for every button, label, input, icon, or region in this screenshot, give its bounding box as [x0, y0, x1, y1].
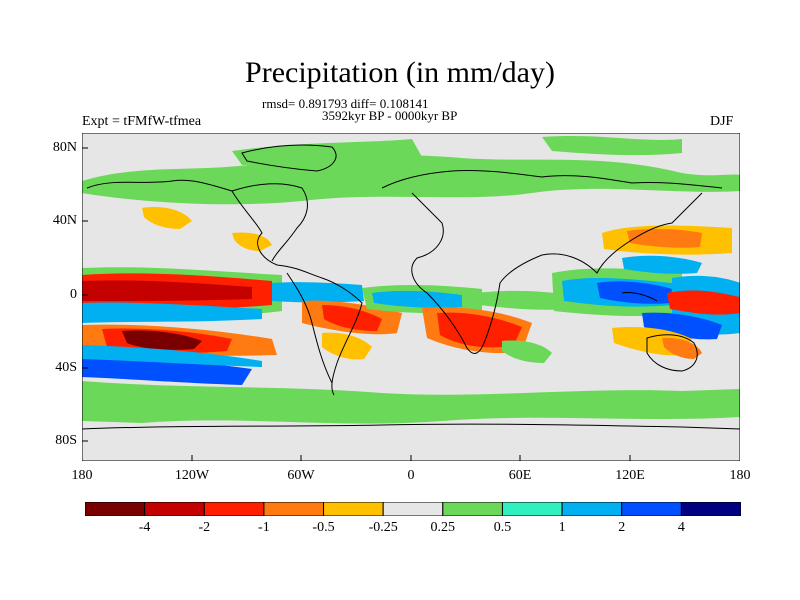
lon-label-180w: 180 — [71, 468, 93, 483]
colorbar-swatch — [382, 502, 444, 516]
map-title: Precipitation (in mm/day) — [245, 56, 555, 89]
coastlines — [82, 144, 740, 430]
lat-label-0: 0 — [70, 287, 77, 302]
colorbar-label: -0.5 — [312, 520, 335, 535]
colorbar-label: -0.25 — [368, 520, 398, 535]
colorbar-swatch — [561, 502, 623, 516]
colorbar-swatch — [442, 502, 503, 516]
colorbar-swatch — [621, 502, 682, 516]
precip-field — [82, 136, 740, 424]
lon-label-0: 0 — [407, 468, 415, 483]
colorbar-label: -2 — [198, 520, 211, 535]
colorbar — [85, 502, 741, 516]
colorbar-swatch — [323, 502, 384, 516]
experiment-label: Expt = tFMfW-tfmea — [82, 114, 202, 129]
lon-label-180e: 180 — [729, 468, 751, 483]
colorbar-swatch — [263, 502, 325, 516]
lon-label-60w: 60W — [287, 468, 315, 483]
lat-label-80s: 80S — [55, 433, 77, 448]
colorbar-label: -1 — [258, 520, 270, 535]
lat-label-40n: 40N — [52, 213, 77, 228]
colorbar-swatch — [203, 502, 265, 516]
colorbar-swatch — [144, 502, 205, 516]
colorbar-label: 2 — [618, 520, 626, 535]
colorbar-label: 0.5 — [493, 520, 512, 535]
lon-label-120w: 120W — [174, 468, 210, 483]
colorbar-swatch — [85, 502, 146, 516]
tick-marks — [82, 147, 631, 461]
period-text: 3592kyr BP - 0000kyr BP — [322, 108, 458, 123]
colorbar-swatch — [501, 502, 563, 516]
colorbar-label: 0.25 — [430, 520, 456, 535]
lat-label-80n: 80N — [52, 140, 77, 155]
lon-label-60e: 60E — [508, 468, 532, 483]
lat-label-40s: 40S — [55, 360, 77, 375]
colorbar-label: 1 — [558, 520, 566, 535]
colorbar-swatch — [680, 502, 741, 516]
world-precip-map — [82, 133, 740, 461]
season-label: DJF — [710, 114, 734, 129]
lon-label-120e: 120E — [615, 468, 645, 483]
stats-text: rmsd= 0.891793 diff= 0.108141 — [262, 96, 429, 111]
colorbar-label: -4 — [138, 520, 151, 535]
colorbar-label: 4 — [677, 520, 685, 535]
